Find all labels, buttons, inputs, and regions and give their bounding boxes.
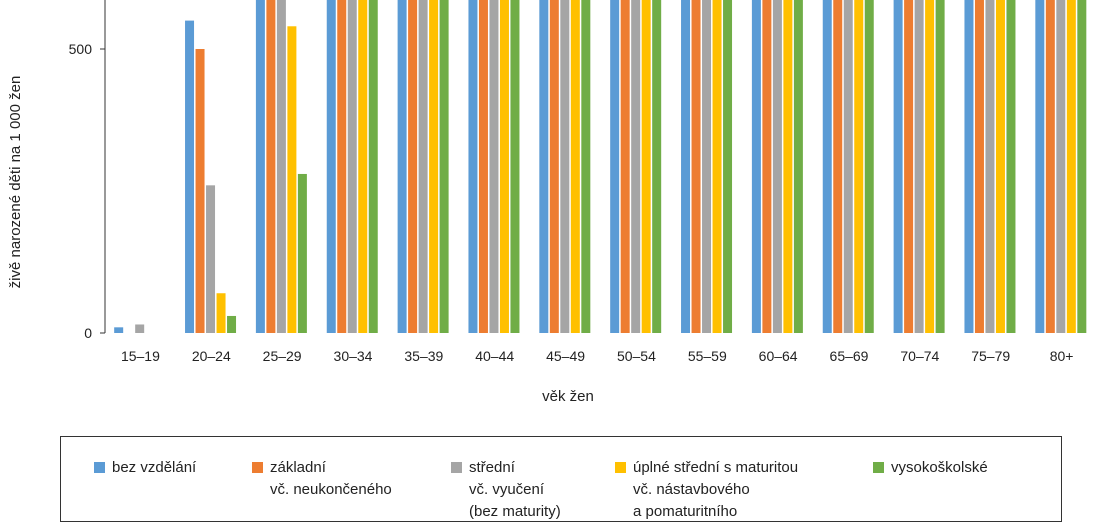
- legend-swatch: [451, 462, 462, 473]
- bar: [439, 0, 449, 333]
- bar: [691, 0, 701, 333]
- bar: [510, 0, 520, 333]
- bar: [287, 26, 297, 334]
- bar: [539, 0, 549, 333]
- bar: [114, 327, 124, 333]
- bar: [610, 0, 620, 333]
- legend-swatch: [873, 462, 884, 473]
- bar: [489, 0, 499, 333]
- bar: [195, 49, 205, 333]
- y-tick-label: 500: [69, 41, 93, 57]
- bar: [570, 0, 580, 333]
- bar: [833, 0, 843, 334]
- x-tick-label: 70–74: [900, 348, 939, 364]
- bar: [935, 0, 945, 333]
- bar: [783, 0, 793, 333]
- bar: [297, 173, 307, 333]
- bar: [652, 0, 662, 333]
- bar: [843, 0, 853, 333]
- bar: [418, 0, 428, 333]
- bar: [468, 0, 478, 333]
- x-tick-label: 20–24: [192, 348, 231, 364]
- legend-label: základní vč. neukončeného: [270, 459, 392, 498]
- bar: [276, 0, 286, 334]
- legend-label: úplné střední s maturitou vč. nástavbové…: [633, 459, 799, 520]
- y-tick-label: 0: [84, 325, 92, 341]
- legend-label: střední vč. vyučení (bez maturity): [469, 459, 561, 520]
- x-tick-label: 80+: [1050, 348, 1074, 364]
- bar: [712, 0, 722, 334]
- bar: [772, 0, 782, 333]
- bar: [499, 0, 509, 333]
- bar: [854, 0, 864, 333]
- bar: [751, 0, 761, 334]
- bar: [702, 0, 712, 333]
- bar: [964, 0, 974, 333]
- bar: [255, 0, 265, 333]
- x-tick-label: 25–29: [263, 348, 302, 364]
- bar: [478, 0, 488, 333]
- x-axis-label: věk žen: [542, 388, 594, 405]
- bar: [822, 0, 832, 334]
- bar: [216, 293, 226, 333]
- bar: [581, 0, 591, 333]
- bar: [1056, 0, 1066, 333]
- x-tick-label: 15–19: [121, 348, 160, 364]
- bar: [762, 0, 772, 333]
- bar: [337, 0, 347, 333]
- bar: [135, 324, 145, 333]
- bar: [549, 0, 559, 333]
- bar: [560, 0, 570, 333]
- bar: [985, 0, 995, 333]
- bar: [864, 0, 874, 333]
- legend-swatch: [94, 462, 105, 473]
- bar: [793, 0, 803, 333]
- x-tick-label: 35–39: [404, 348, 443, 364]
- x-tick-label: 45–49: [546, 348, 585, 364]
- x-tick-label: 75–79: [971, 348, 1010, 364]
- bar: [206, 185, 216, 333]
- bar: [1006, 0, 1016, 333]
- bar: [904, 0, 914, 334]
- bar: [408, 0, 418, 334]
- bar: [974, 0, 984, 334]
- x-tick-label: 50–54: [617, 348, 656, 364]
- bar: [914, 0, 924, 333]
- bar: [1077, 0, 1087, 333]
- bar: [641, 0, 651, 333]
- bar: [429, 0, 439, 334]
- bar: [1045, 0, 1055, 333]
- bar: [185, 20, 195, 333]
- bar: [620, 0, 630, 333]
- bar: [681, 0, 691, 334]
- x-tick-label: 30–34: [334, 348, 373, 364]
- legend-swatch: [615, 462, 626, 473]
- bar: [893, 0, 903, 334]
- bar: [631, 0, 641, 333]
- bar: [925, 0, 935, 333]
- x-tick-label: 55–59: [688, 348, 727, 364]
- bar: [358, 0, 368, 333]
- legend-label: vysokoškolské: [891, 459, 988, 476]
- bar: [368, 0, 378, 333]
- x-tick-label: 60–64: [759, 348, 798, 364]
- legend-label: bez vzdělání: [112, 459, 197, 476]
- x-tick-label: 40–44: [475, 348, 514, 364]
- legend: bez vzdělání základní vč. neukončeného stř…: [60, 436, 1062, 522]
- bar: [326, 0, 336, 333]
- bar: [1035, 0, 1045, 333]
- bar: [347, 0, 357, 333]
- bar: [1066, 0, 1076, 333]
- y-axis-label: živě narozené děti na 1 000 žen: [7, 76, 24, 289]
- bar: [995, 0, 1005, 333]
- legend-swatch: [252, 462, 263, 473]
- bar: [723, 0, 733, 333]
- bar: [266, 0, 276, 333]
- bar: [227, 315, 237, 333]
- bar: [397, 0, 407, 333]
- x-tick-label: 65–69: [830, 348, 869, 364]
